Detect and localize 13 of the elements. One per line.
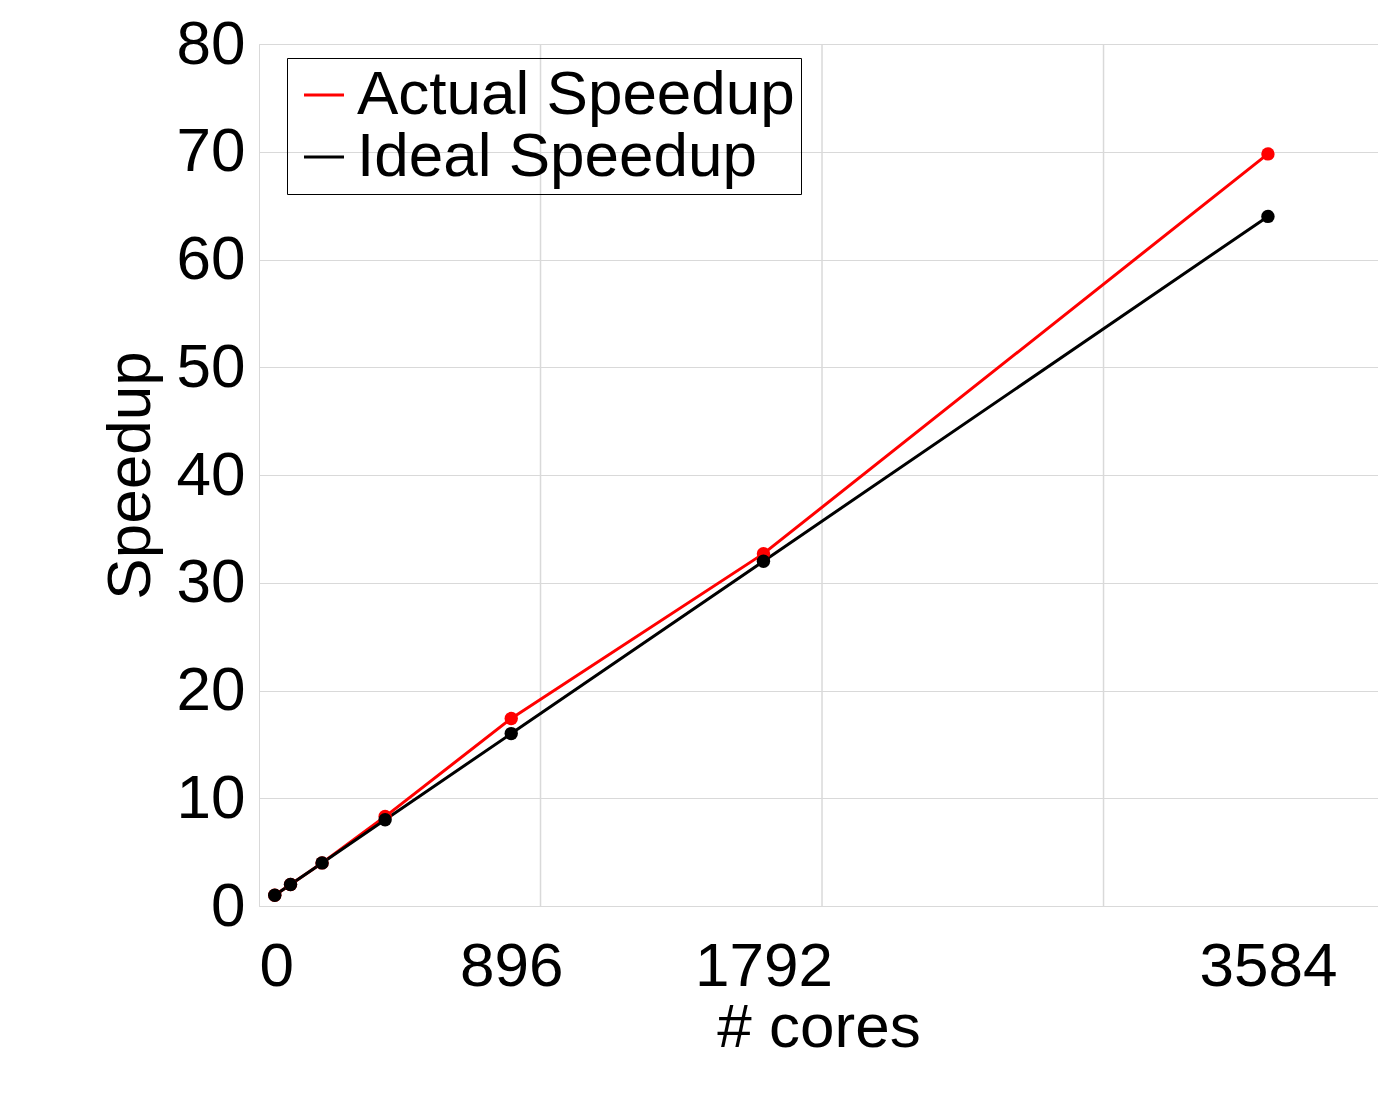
y-tick-label: 60 [176,223,246,292]
y-axis-title: Speedup [93,351,163,600]
x-tick-label: 0 [259,929,294,999]
x-tick-label: 896 [460,929,564,999]
y-tick-label: 0 [211,869,246,939]
y-tick-label: 50 [176,330,246,400]
y-tick-label: 40 [176,438,246,508]
y-tick-label: 70 [176,115,246,185]
y-tick-label: 30 [176,546,246,616]
y-tick-label: 10 [176,761,246,831]
y-tick-label: 20 [176,654,246,723]
y-tick-label: 80 [176,7,246,77]
x-tick-label: 3584 [1199,929,1338,999]
